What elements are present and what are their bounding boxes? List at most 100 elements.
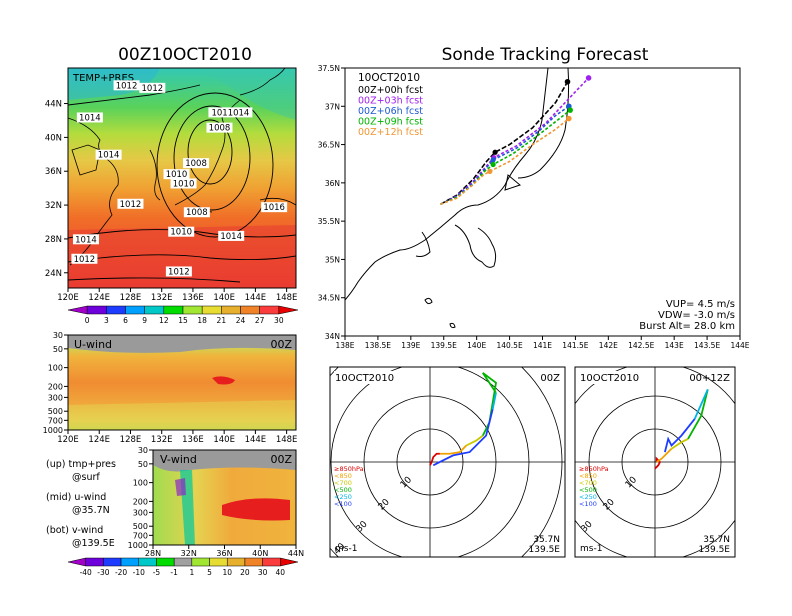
hodograph-ring [330, 367, 563, 557]
hodograph-site-lat: 35.7N [703, 535, 730, 545]
colorbar-label: 10 [222, 568, 232, 577]
pressure-label: 1014 [75, 235, 97, 245]
lat-tick-label: 44N [45, 100, 62, 110]
track-end-point [564, 78, 571, 85]
colorbar-label: 27 [255, 316, 265, 325]
pressure-tick-label: 200 [48, 382, 63, 391]
pressure-label: 1012 [142, 84, 164, 94]
track-end-point [566, 115, 572, 122]
colorbar-swatch [85, 557, 104, 567]
legend-entry: 00Z+00h fcst [358, 85, 423, 96]
track-mid-point [492, 149, 498, 155]
v-wind-time: 00Z [270, 453, 292, 466]
hodograph-title-bg [579, 371, 647, 384]
colorbar-swatch [191, 557, 210, 567]
lon-tick-label: 136E [182, 293, 204, 303]
lat-tick-label: 32N [45, 201, 62, 211]
hodograph-legend-entry: <100 [334, 500, 352, 508]
pressure-label-bg [72, 234, 99, 245]
u-wind-frame [67, 334, 297, 431]
colorbar-label: 12 [159, 316, 169, 325]
colorbar-swatch [259, 305, 280, 315]
pressure-tick-label: 30 [53, 331, 63, 340]
pressure-label-bg [76, 112, 103, 123]
colorbar-swatch [156, 557, 175, 567]
pressure-tick-label: 500 [48, 407, 63, 416]
pressure-tick-label: 1000 [128, 541, 148, 550]
colorbar-label: 15 [178, 316, 188, 325]
hodograph-legend-entry: <500 [334, 486, 352, 494]
hodograph-segment [687, 389, 709, 440]
hodograph-ring [363, 395, 497, 529]
pressure-tick-label: 700 [48, 416, 63, 425]
pressure-label: 1008 [209, 124, 231, 134]
temp-pres-map: TEMP+PRES 1012 1012 1014 1014 1011014 1008 100… [45, 67, 297, 303]
lat-tick-label: 37N [325, 102, 340, 111]
hodograph-title-bg [334, 371, 402, 384]
pressure-label: 1010 [170, 228, 192, 238]
track-lat-ticks: 37.5N 37N 36.5N 36N 35.5N 35N 34.5N 34N [318, 64, 345, 341]
v-wind-purple [175, 478, 186, 496]
colorbar-label: -1 [170, 568, 178, 577]
pressure-tick-label: 1000 [43, 426, 63, 435]
lon-tick-label: 128E [120, 293, 142, 303]
panel-notes: (up) tmp+pres @surf (mid) u-wind @35.7N … [46, 459, 116, 549]
hodograph-segment [671, 438, 689, 450]
track-lines [440, 75, 592, 206]
note-bot-2: @139.5E [72, 538, 115, 549]
pressure-label-bg [206, 122, 233, 133]
u-wind-jet [212, 376, 235, 385]
colorbar-label: -30 [97, 568, 109, 577]
hodograph-site-lon: 139.5E [699, 545, 731, 555]
v-wind-label: V-wind [160, 453, 197, 466]
lat-tick-label: 36N [216, 549, 232, 558]
colorbar-swatch [182, 305, 203, 315]
pressure-tick-label: 50 [53, 345, 63, 354]
v-wind-lat-ticks: 28N 32N 36N 40N 44N [145, 545, 304, 558]
legend-entry: 00Z+12h fcst [358, 127, 423, 138]
lon-tick-label: 140E [213, 435, 235, 445]
hodograph-legend-entry: <500 [579, 486, 597, 494]
v-wind-red-core [222, 498, 290, 521]
lat-tick-label: 36.5N [318, 141, 340, 150]
hodograph-ring [330, 367, 530, 557]
u-wind-lower [68, 400, 296, 430]
isobars [67, 84, 297, 283]
lat-tick-label: 35N [325, 255, 340, 264]
hodograph-legend-entry: <850 [579, 472, 597, 480]
hodograph-segment [693, 389, 709, 420]
legend-entry: 00Z+09h fcst [358, 117, 423, 128]
track-burst: Burst Alt= 28.0 km [639, 321, 735, 332]
lat-tick-label: 28N [45, 235, 62, 245]
legend-entry: 00Z+03h fcst [358, 96, 423, 107]
pressure-label: 1010 [166, 170, 188, 180]
lon-tick-label: 138E [335, 341, 354, 350]
colorbar-label: 30 [258, 568, 268, 577]
pressure-labels: 1012 101210141014101101410081008101010101… [71, 80, 288, 277]
pressure-label: 1014 [220, 232, 242, 242]
hodograph-segment [439, 444, 467, 455]
hodograph-segment [654, 456, 662, 470]
hodograph-segment [432, 408, 494, 467]
pressure-label-bg [208, 107, 253, 118]
colorbar-label: 40 [276, 568, 286, 577]
track-mid-point [490, 161, 496, 168]
left-main-title: 00Z10OCT2010 [118, 45, 252, 65]
lon-tick-label: 124E [88, 293, 110, 303]
lon-tick-label: 140E [467, 341, 486, 350]
hodograph-ring [588, 395, 722, 529]
hodograph-legend-entry: <700 [334, 479, 352, 487]
pressure-label: 1014 [98, 151, 120, 161]
hodograph-site-lon: 139.5E [529, 545, 561, 555]
pressure-tick-label: 100 [48, 364, 63, 373]
hodograph-units: ms-1 [335, 544, 357, 554]
lon-tick-label: 148E [276, 435, 298, 445]
track-line [440, 81, 569, 205]
pressure-label-bg [139, 82, 166, 93]
colorbar-label: 24 [236, 316, 246, 325]
